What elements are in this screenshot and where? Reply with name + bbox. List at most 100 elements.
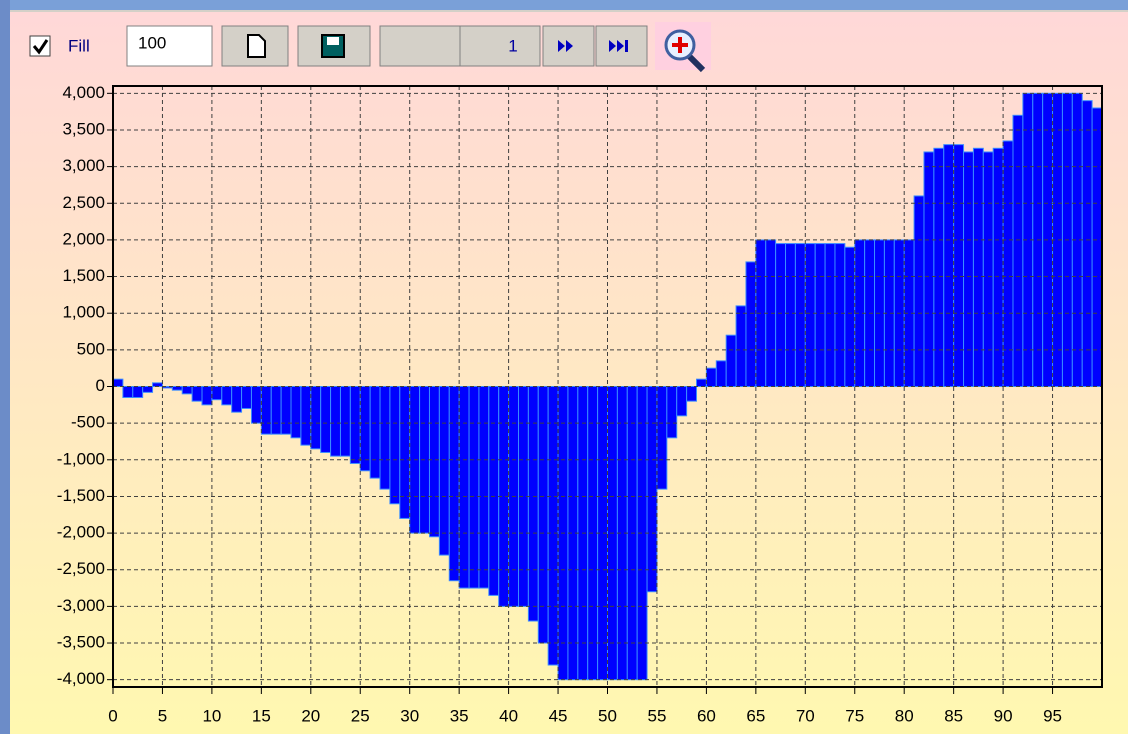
top-frame (0, 0, 1128, 10)
y-tick-label: -3,000 (57, 596, 105, 615)
x-tick-label: 45 (549, 706, 568, 725)
bar (260, 386, 272, 435)
bar (300, 386, 312, 446)
bar (814, 243, 826, 387)
fill-label: Fill (68, 36, 90, 55)
x-tick-label: 60 (697, 706, 716, 725)
bar (241, 386, 252, 409)
bar (142, 386, 154, 393)
points-input-text: 100 (138, 33, 166, 52)
bar (152, 382, 163, 387)
bar (933, 147, 945, 387)
bar (221, 386, 233, 406)
y-tick-label: 3,000 (62, 156, 105, 175)
zoom-handle (686, 53, 706, 73)
bar (715, 360, 727, 388)
bar (646, 386, 658, 593)
bar (171, 386, 183, 391)
x-tick-label: 70 (796, 706, 815, 725)
bar (923, 151, 935, 387)
bar (320, 386, 332, 453)
bar (310, 386, 322, 450)
x-tick-label: 25 (351, 706, 370, 725)
plot: 4,0003,5003,0002,5002,0001,5001,0005000-… (57, 83, 1103, 725)
bar (696, 378, 707, 388)
y-tick-label: 3,500 (62, 119, 105, 138)
x-tick-label: 0 (108, 706, 117, 725)
blank-button[interactable] (459, 25, 541, 67)
save-icon-label (327, 37, 339, 45)
x-tick-label: 90 (994, 706, 1013, 725)
bar (458, 386, 470, 589)
left-frame (0, 0, 10, 734)
y-tick-label: -1,000 (57, 449, 105, 468)
bar (270, 386, 282, 435)
bar (438, 386, 450, 556)
zoom-plus (672, 37, 688, 53)
y-tick-label: -2,500 (57, 559, 105, 578)
x-tick-label: 35 (450, 706, 469, 725)
bar (290, 386, 302, 439)
bar (478, 386, 490, 589)
bar (250, 386, 262, 424)
x-tick-label: 50 (598, 706, 617, 725)
bar (339, 386, 351, 457)
x-tick-label: 10 (202, 706, 221, 725)
bar (972, 147, 984, 387)
x-tick-label: 5 (158, 706, 167, 725)
page-button-label: 1 (508, 36, 517, 55)
check-mark (32, 39, 49, 55)
bar (913, 195, 925, 387)
blank-button[interactable] (379, 25, 461, 67)
bar (132, 386, 144, 398)
bar (824, 243, 836, 387)
bar (725, 334, 737, 388)
x-tick-label: 65 (746, 706, 765, 725)
x-tick-label: 15 (252, 706, 271, 725)
bar (191, 386, 203, 402)
bar (1091, 107, 1103, 388)
bar (359, 386, 371, 472)
bar (389, 386, 401, 505)
bar (527, 386, 539, 622)
x-tick-label: 95 (1043, 706, 1062, 725)
x-tick-label: 30 (400, 706, 419, 725)
y-tick-label: 0 (96, 376, 105, 395)
bar (231, 386, 243, 413)
bar (834, 243, 846, 387)
x-tick-label: 80 (895, 706, 914, 725)
bar (547, 386, 559, 666)
x-tick-label: 40 (499, 706, 518, 725)
bar (349, 386, 361, 464)
points-input[interactable] (126, 25, 213, 67)
bar (844, 246, 856, 387)
bar (963, 151, 974, 387)
bar (745, 261, 757, 387)
bar (1012, 114, 1024, 387)
bar (330, 386, 341, 457)
toolbar: Fill 100 1 (29, 22, 711, 73)
bar (804, 243, 816, 387)
bar (705, 367, 717, 387)
y-tick-label: 2,500 (62, 193, 105, 212)
y-tick-label: 4,000 (62, 83, 105, 102)
bar (211, 386, 223, 401)
bar (1081, 100, 1093, 387)
bar (488, 386, 500, 596)
bar (656, 386, 668, 490)
last-icon (609, 40, 628, 52)
bar (181, 386, 193, 395)
bar (122, 386, 134, 398)
bar (428, 386, 440, 538)
bar (785, 243, 796, 387)
next-icon (558, 40, 573, 52)
y-tick-label: -1,500 (57, 486, 105, 505)
bar (537, 386, 549, 644)
y-tick-label: 2,000 (62, 229, 105, 248)
new-icon (247, 34, 266, 58)
y-tick-label: 1,500 (62, 266, 105, 285)
bar (666, 386, 678, 439)
bar (775, 243, 787, 387)
x-tick-label: 20 (301, 706, 320, 725)
